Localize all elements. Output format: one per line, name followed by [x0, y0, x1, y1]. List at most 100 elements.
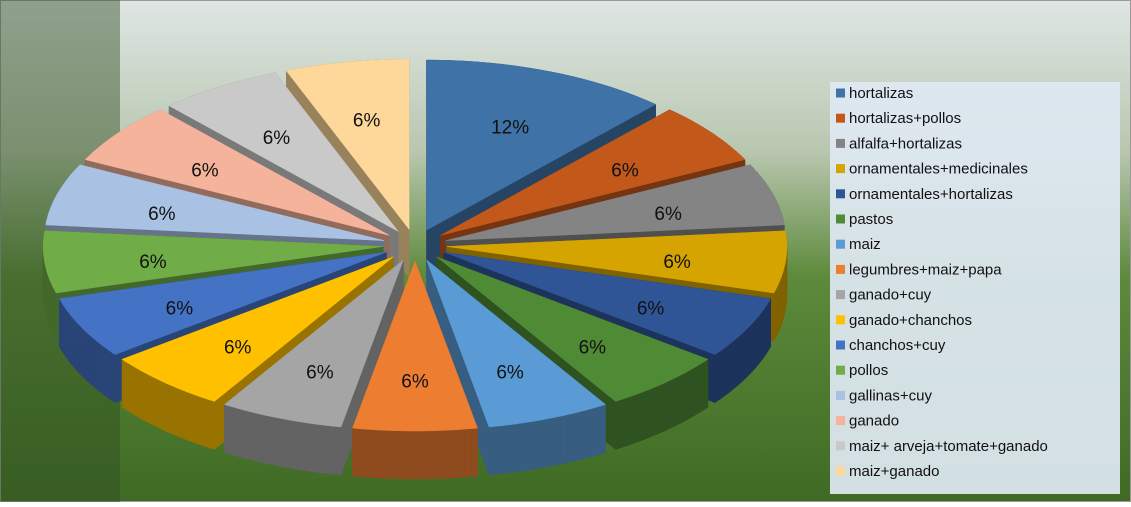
slice-side: [753, 319, 756, 370]
slice-side: [765, 305, 767, 356]
slice-side: [532, 421, 538, 470]
slice-side: [692, 367, 696, 417]
slice-side: [767, 302, 769, 353]
slice-side: [199, 396, 204, 446]
slice-side: [636, 393, 641, 443]
data-label: 6%: [148, 204, 176, 225]
slice-side: [281, 418, 287, 467]
slice-side: [329, 426, 335, 475]
slice-side: [111, 352, 115, 403]
slice-side: [371, 430, 377, 478]
slice-side: [631, 394, 636, 444]
slice-side: [489, 426, 495, 475]
legend-swatch: [836, 189, 845, 198]
legend-label: maiz+ganado: [849, 463, 939, 480]
slice-side: [651, 387, 656, 437]
slice-side: [763, 308, 765, 359]
slice-side: [758, 314, 760, 365]
slice-side: [719, 350, 723, 401]
slice-side: [544, 418, 550, 467]
slice-side: [384, 430, 390, 478]
slice-side: [184, 391, 189, 441]
slice-side: [169, 385, 174, 435]
slice-side: [578, 411, 584, 460]
slice-side: [733, 339, 736, 390]
legend-swatch: [836, 215, 845, 224]
slice-side: [722, 347, 726, 398]
slice-side: [292, 421, 298, 470]
slice-side: [287, 420, 293, 469]
data-label: 12%: [491, 117, 529, 138]
slice-side: [94, 339, 97, 390]
slice-side: [688, 369, 692, 419]
slice-side: [396, 431, 402, 479]
slice-side: [573, 412, 579, 461]
slice-side: [626, 396, 631, 446]
slice-side: [761, 311, 763, 362]
legend-label: gallinas+cuy: [849, 387, 932, 404]
slice-side: [656, 385, 661, 435]
slice-side: [269, 416, 275, 465]
slice-side: [446, 430, 452, 478]
slice-side: [675, 376, 680, 426]
data-label: 6%: [306, 363, 334, 384]
slice-side: [204, 398, 209, 448]
slice-side: [304, 423, 310, 472]
slice-side: [595, 406, 601, 456]
slice-side: [174, 387, 179, 437]
slice-side: [101, 344, 105, 395]
data-label: 6%: [353, 111, 381, 132]
slice-side: [415, 431, 421, 479]
slice-side: [736, 336, 739, 387]
legend-label: legumbres+maiz+papa: [849, 261, 1002, 278]
slice-side: [402, 431, 408, 479]
legend-label: pastos: [849, 211, 893, 228]
slice-side: [621, 398, 626, 448]
slice-side: [670, 378, 675, 428]
slice-side: [91, 336, 94, 387]
slice-side: [471, 428, 477, 477]
slice-side: [715, 352, 719, 403]
data-label: 6%: [224, 337, 252, 358]
slice-side: [751, 322, 754, 373]
slice-side: [748, 325, 751, 376]
legend-swatch: [836, 114, 845, 123]
legend-swatch: [836, 290, 845, 299]
slice-side: [495, 426, 501, 475]
data-label: 6%: [166, 299, 194, 320]
slice-side: [561, 415, 567, 464]
slice-side: [501, 425, 507, 474]
slice-side: [263, 415, 269, 464]
legend-swatch: [836, 441, 845, 450]
slice-side: [97, 342, 100, 393]
slice-side: [538, 420, 544, 469]
legend-swatch: [836, 89, 845, 98]
slice-side: [104, 347, 108, 398]
slice-side: [179, 389, 184, 439]
slice-side: [275, 417, 281, 466]
slice-side: [108, 350, 112, 401]
legend-label: pollos: [849, 362, 888, 379]
slice-side: [769, 299, 771, 350]
legend-label: hortalizas+pollos: [849, 110, 961, 127]
data-label: 6%: [654, 204, 682, 225]
slice-side: [666, 380, 671, 430]
slice-side: [616, 400, 621, 450]
legend-swatch: [836, 139, 845, 148]
slice-side: [661, 383, 666, 433]
legend-swatch: [836, 416, 845, 425]
legend-swatch: [836, 315, 845, 324]
slice-side: [600, 405, 605, 455]
data-label: 6%: [579, 337, 607, 358]
slice-side: [209, 400, 214, 450]
slice-side: [453, 430, 459, 478]
slice-side: [428, 431, 434, 479]
slice-side: [696, 364, 700, 414]
legend-swatch: [836, 341, 845, 350]
slice-side: [377, 430, 383, 478]
slice-side: [567, 414, 573, 463]
legend-label: chanchos+cuy: [849, 337, 946, 354]
slice-side: [679, 374, 683, 424]
slice-side: [589, 408, 594, 458]
